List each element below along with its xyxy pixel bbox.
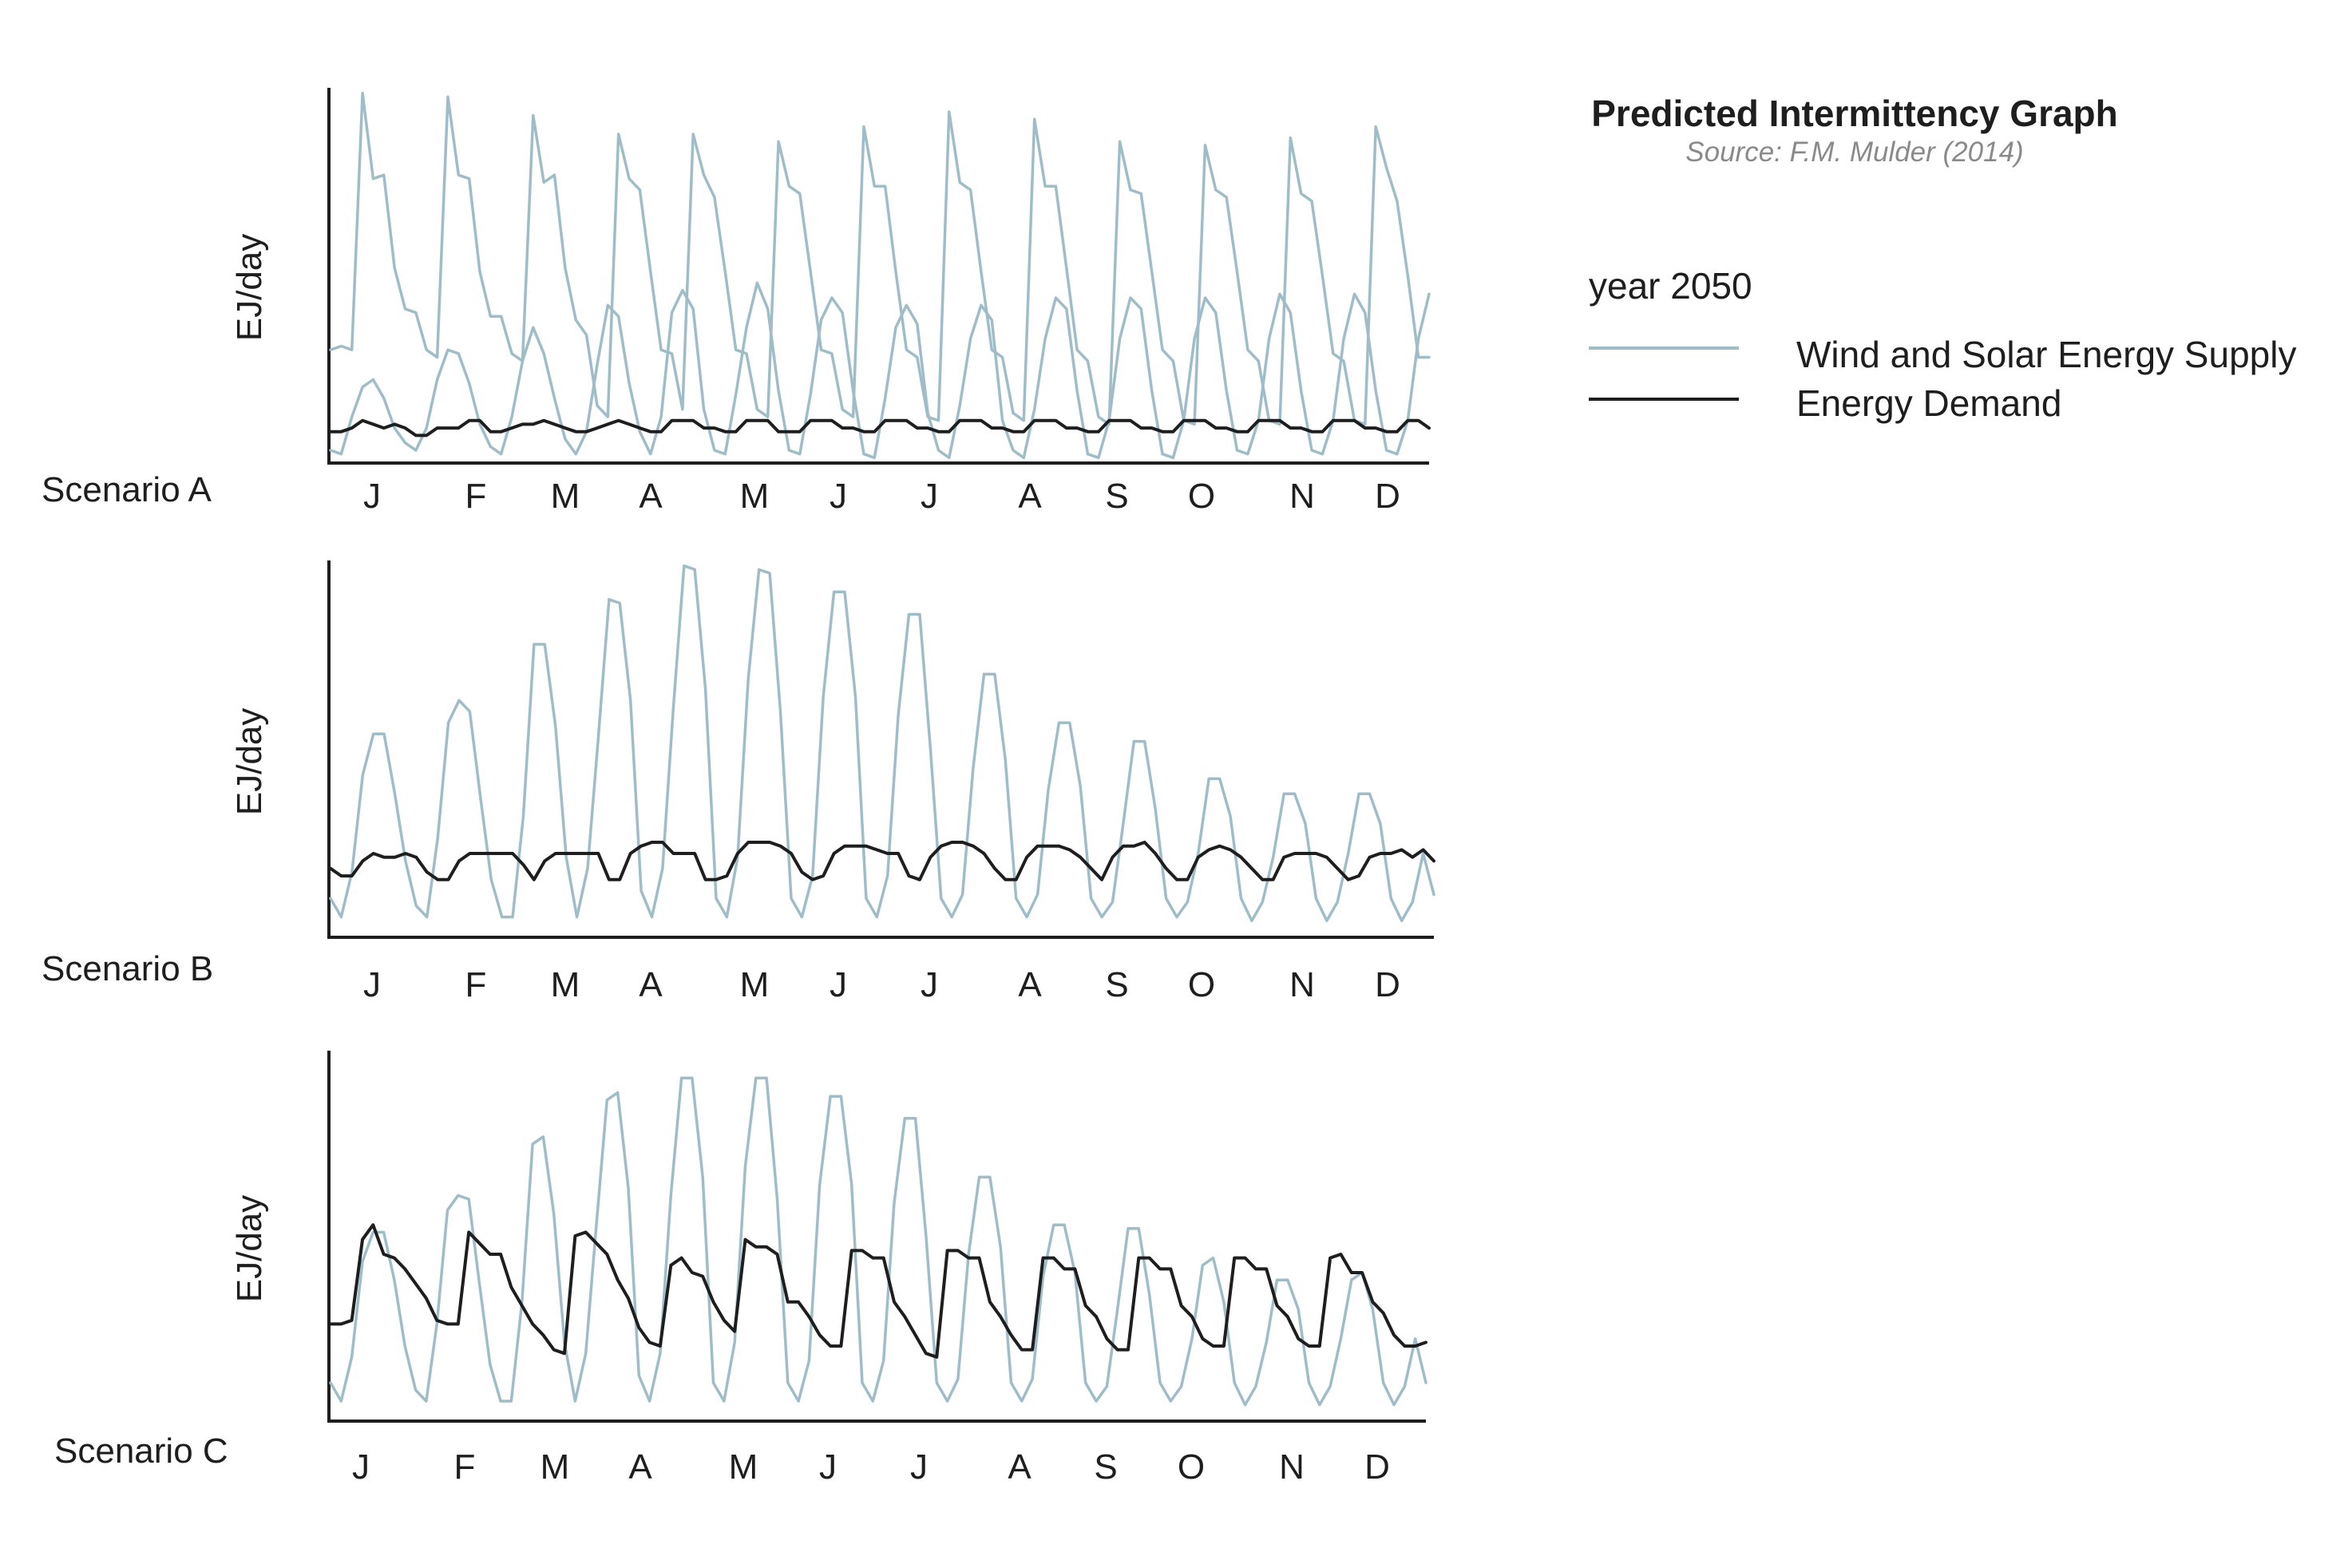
series-line-wind-and-solar-energy-supply xyxy=(329,91,1431,426)
legend-title: year 2050 xyxy=(1589,265,1752,307)
figure-title: Predicted Intermittency Graph xyxy=(1591,93,2118,134)
panel-a-ylabel: EJ/day xyxy=(230,234,269,342)
series-line-wind-and-solar-energy-supply xyxy=(329,1076,1427,1407)
series-line-energy-demand xyxy=(329,841,1435,881)
panel-b-axes xyxy=(327,560,1434,939)
x-tick-label: S xyxy=(1094,1447,1117,1487)
x-tick-label: F xyxy=(465,477,487,516)
panel-b-ylabel: EJ/day xyxy=(230,708,269,816)
x-tick-label: J xyxy=(352,1447,370,1487)
series-line-energy-demand xyxy=(329,418,1431,438)
panel-c-ylabel: EJ/day xyxy=(230,1195,269,1303)
x-tick-label: O xyxy=(1178,1447,1205,1487)
x-tick-label: D xyxy=(1375,477,1400,516)
x-tick-label: S xyxy=(1105,477,1128,516)
x-tick-label: A xyxy=(639,477,663,516)
panel-scenario-c: EJ/day Scenario C J F M A M J J A S O N D xyxy=(54,1051,1427,1487)
x-tick-label: J xyxy=(363,477,381,516)
x-tick-label: N xyxy=(1289,477,1315,516)
x-tick-label: A xyxy=(1018,965,1042,1004)
x-tick-label: J xyxy=(921,965,938,1004)
panel-b-lines xyxy=(329,564,1435,923)
x-tick-label: J xyxy=(910,1447,928,1487)
legend-label-supply: Wind and Solar Energy Supply xyxy=(1796,334,2296,375)
x-tick-label: F xyxy=(454,1447,476,1487)
x-tick-label: M xyxy=(740,965,770,1004)
x-tick-label: N xyxy=(1289,965,1315,1004)
x-tick-label: S xyxy=(1105,965,1128,1004)
panel-b-label: Scenario B xyxy=(42,949,213,988)
panel-scenario-a: EJ/day Scenario A J F M A M J J A S O N D xyxy=(42,88,1431,516)
x-tick-label: O xyxy=(1188,477,1215,516)
panel-a-lines xyxy=(329,91,1431,460)
x-tick-label: A xyxy=(1008,1447,1031,1487)
x-tick-label: F xyxy=(465,965,487,1004)
x-tick-label: D xyxy=(1375,965,1400,1004)
panel-a-axes xyxy=(327,88,1429,465)
legend-label-demand: Energy Demand xyxy=(1796,382,2061,424)
figure-source: Source: F.M. Mulder (2014) xyxy=(1685,137,2023,168)
x-tick-label: A xyxy=(1018,477,1042,516)
series-line-wind-and-solar-energy-supply xyxy=(329,564,1435,923)
panel-c-label: Scenario C xyxy=(54,1431,228,1471)
x-tick-label: J xyxy=(363,965,381,1004)
x-tick-label: A xyxy=(639,965,663,1004)
x-tick-label: N xyxy=(1279,1447,1305,1487)
x-tick-label: A xyxy=(628,1447,652,1487)
panel-c-axes xyxy=(327,1051,1426,1423)
x-tick-label: O xyxy=(1188,965,1215,1004)
x-tick-label: M xyxy=(540,1447,570,1487)
x-tick-label: J xyxy=(830,477,847,516)
panel-scenario-b: EJ/day Scenario B J F M A M J J A S O N D xyxy=(42,560,1435,1004)
x-tick-label: M xyxy=(551,965,580,1004)
x-tick-label: M xyxy=(551,477,580,516)
x-tick-label: D xyxy=(1364,1447,1390,1487)
legend: year 2050 Wind and Solar Energy Supply E… xyxy=(1589,265,2296,424)
x-tick-label: J xyxy=(830,965,847,1004)
panel-c-lines xyxy=(329,1076,1427,1407)
panel-a-label: Scenario A xyxy=(42,470,212,509)
x-tick-label: M xyxy=(729,1447,758,1487)
series-line-energy-demand xyxy=(329,1223,1427,1359)
x-tick-label: M xyxy=(740,477,770,516)
x-tick-label: J xyxy=(819,1447,837,1487)
x-tick-label: J xyxy=(921,477,938,516)
